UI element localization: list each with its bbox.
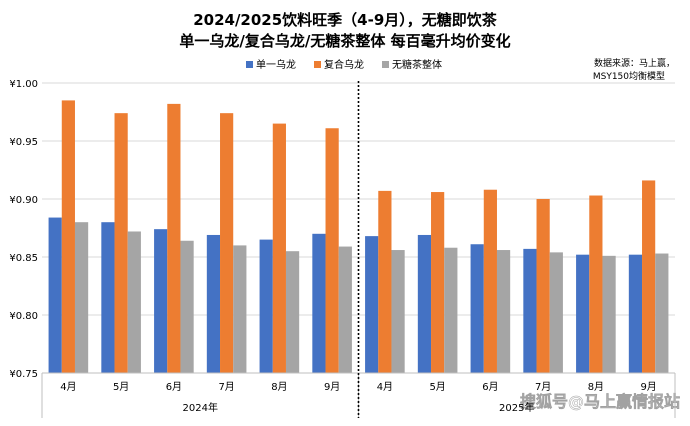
bar-1-11	[576, 254, 590, 373]
x-tick-label: 7月	[535, 381, 551, 393]
legend-label: 复合乌龙	[324, 58, 364, 71]
x-tick-label: 9月	[324, 381, 340, 393]
bar-2-1	[61, 100, 75, 374]
x-axis: 4月 5月 6月 7月 8月 9月 4月 5月 6月 7月 8月 9月 2024年 2025年	[41, 81, 676, 418]
y-tick-label: ¥0.75	[9, 369, 38, 380]
x-tick-label: 6月	[482, 381, 498, 393]
bar-3-8	[444, 247, 458, 373]
bar-2-9	[483, 189, 497, 373]
x-tick-label: 7月	[218, 381, 234, 393]
x-group-label: 2024年	[183, 401, 218, 414]
bar-1-6	[312, 233, 326, 373]
bar-3-12	[655, 253, 669, 373]
bar-1-1	[48, 217, 62, 373]
x-tick-label: 5月	[113, 381, 129, 393]
legend-swatch-2	[314, 61, 321, 68]
chart-title-line2: 单一乌龙/复合乌龙/无糖茶整体 每百毫升均价变化	[179, 32, 510, 50]
bar-2-11	[589, 195, 603, 373]
bar-3-2	[127, 231, 141, 373]
bar-2-6	[325, 128, 339, 373]
bar-2-3	[167, 103, 181, 373]
bar-3-7	[391, 250, 405, 373]
x-tick-label: 8月	[588, 381, 604, 393]
bar-1-2	[101, 222, 115, 373]
bar-1-4	[206, 234, 221, 373]
legend: 单一乌龙 复合乌龙 无糖茶整体	[246, 58, 442, 71]
y-tick-label: ¥1.00	[9, 79, 38, 90]
x-group-label: 2025年	[499, 401, 534, 414]
x-tick-label: 9月	[640, 381, 656, 393]
bar-1-8	[417, 234, 432, 373]
chart-title-line1: 2024/2025饮料旺季（4-9月），无糖即饮茶	[193, 11, 498, 29]
bar-2-4	[220, 113, 234, 373]
bar-1-3	[154, 229, 168, 373]
bar-3-5	[285, 251, 300, 373]
bar-1-9	[470, 244, 484, 373]
x-tick-label: 8月	[271, 381, 287, 393]
x-tick-label: 4月	[377, 381, 393, 393]
y-axis: ¥0.75 ¥0.80 ¥0.85 ¥0.90 ¥0.95 ¥1.00	[9, 79, 38, 380]
bar-2-5	[272, 123, 286, 373]
x-tick-label: 5月	[429, 381, 445, 393]
bars	[48, 100, 669, 374]
y-tick-label: ¥0.80	[9, 311, 38, 322]
bar-3-4	[233, 245, 247, 373]
legend-label: 单一乌龙	[256, 58, 296, 71]
x-tick-label: 4月	[60, 381, 76, 393]
y-tick-label: ¥0.90	[9, 195, 38, 206]
bar-3-9	[496, 250, 511, 373]
legend-label: 无糖茶整体	[392, 58, 442, 71]
source-note-line2: MSY150均衡模型	[593, 70, 665, 82]
bar-1-5	[259, 239, 273, 373]
bar-3-11	[602, 255, 616, 373]
bar-2-12	[642, 180, 656, 373]
legend-swatch-3	[382, 61, 389, 68]
bar-1-7	[365, 236, 379, 373]
bar-3-10	[549, 252, 563, 373]
bar-3-3	[180, 240, 194, 373]
bar-1-10	[523, 248, 537, 373]
bar-2-7	[378, 190, 392, 373]
legend-swatch-1	[246, 61, 253, 68]
bar-2-10	[536, 199, 550, 373]
bar-2-2	[114, 113, 128, 373]
y-tick-label: ¥0.95	[9, 137, 38, 148]
bar-1-12	[628, 254, 643, 373]
x-tick-label: 6月	[166, 381, 182, 393]
bar-2-8	[431, 192, 445, 373]
bar-3-6	[338, 246, 352, 373]
source-note-line1: 数据来源：马上赢，	[594, 57, 675, 69]
watermark: 搜狐号@马上赢情报站	[520, 392, 680, 411]
y-tick-label: ¥0.85	[9, 253, 38, 264]
bar-3-1	[74, 222, 89, 373]
